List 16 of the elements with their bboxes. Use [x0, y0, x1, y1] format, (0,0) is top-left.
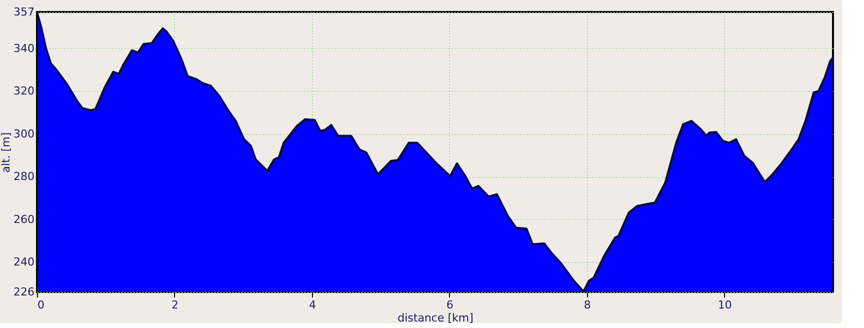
y-axis-title: alt. [m] — [0, 132, 13, 173]
x-tick-label: 0 — [38, 298, 44, 312]
y-tick-label: 226 — [14, 286, 34, 298]
y-tick-label: 340 — [14, 42, 34, 55]
x-tick-label: 8 — [584, 298, 591, 312]
y-tick-label: 260 — [14, 212, 34, 226]
x-tick-label: 4 — [308, 298, 316, 312]
y-tick-label: 280 — [14, 170, 34, 184]
y-tick-label: 300 — [14, 127, 34, 140]
x-axis-title: distance [km] — [398, 312, 474, 324]
y-tick-label: 240 — [14, 256, 34, 269]
y-tick-label: 320 — [14, 84, 34, 98]
x-tick-label: 2 — [171, 298, 178, 312]
y-tick-label: 357 — [14, 6, 34, 18]
x-tick-label: 10 — [718, 298, 732, 312]
x-tick-label: 6 — [446, 298, 454, 312]
